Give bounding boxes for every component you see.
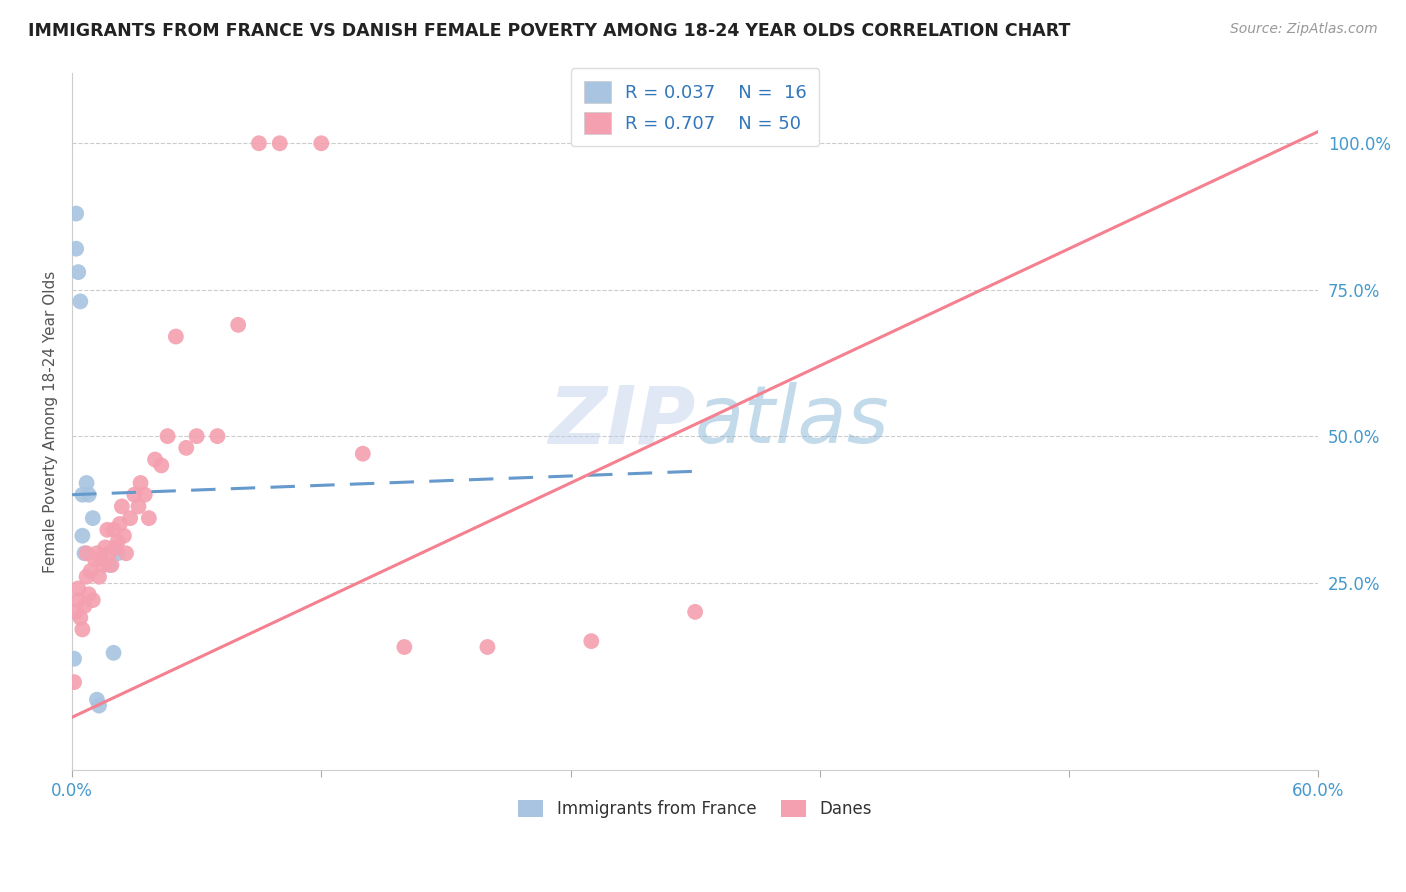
Point: [104, 541, 127, 555]
Point: [143, 452, 166, 467]
Point: [82, 511, 104, 525]
Point: [120, 511, 142, 525]
Point: [112, 529, 135, 543]
Text: atlas: atlas: [695, 383, 890, 460]
Legend: Immigrants from France, Danes: Immigrants from France, Danes: [512, 793, 879, 824]
Point: [226, 318, 249, 332]
Point: [207, 429, 229, 443]
Point: [90, 552, 112, 566]
Point: [72, 623, 94, 637]
Point: [581, 634, 603, 648]
Point: [247, 136, 270, 151]
Text: Source: ZipAtlas.com: Source: ZipAtlas.com: [1230, 22, 1378, 37]
Point: [269, 136, 291, 151]
Point: [683, 605, 706, 619]
Point: [67, 593, 90, 607]
Point: [94, 541, 117, 555]
Point: [77, 488, 100, 502]
Point: [73, 599, 96, 613]
Point: [107, 534, 129, 549]
Point: [394, 640, 416, 654]
Point: [86, 692, 108, 706]
Point: [91, 558, 114, 572]
Text: ZIP: ZIP: [548, 383, 695, 460]
Point: [77, 587, 100, 601]
Point: [87, 698, 110, 713]
Point: [72, 529, 94, 543]
Point: [352, 447, 374, 461]
Point: [82, 593, 104, 607]
Point: [63, 651, 86, 665]
Point: [107, 546, 129, 560]
Point: [309, 136, 332, 151]
Point: [129, 475, 152, 490]
Point: [103, 646, 125, 660]
Text: IMMIGRANTS FROM FRANCE VS DANISH FEMALE POVERTY AMONG 18-24 YEAR OLDS CORRELATIO: IMMIGRANTS FROM FRANCE VS DANISH FEMALE …: [28, 22, 1070, 40]
Y-axis label: Female Poverty Among 18-24 Year Olds: Female Poverty Among 18-24 Year Olds: [44, 270, 58, 573]
Point: [65, 605, 87, 619]
Point: [65, 242, 87, 256]
Point: [76, 570, 98, 584]
Point: [76, 546, 98, 560]
Point: [156, 429, 179, 443]
Point: [150, 458, 173, 473]
Point: [87, 570, 110, 584]
Point: [73, 546, 96, 560]
Point: [69, 610, 91, 624]
Point: [115, 546, 138, 560]
Point: [98, 558, 121, 572]
Point: [127, 500, 149, 514]
Point: [108, 516, 131, 531]
Point: [63, 675, 86, 690]
Point: [165, 329, 187, 343]
Point: [477, 640, 499, 654]
Point: [103, 523, 125, 537]
Point: [80, 564, 103, 578]
Point: [76, 475, 98, 490]
Point: [174, 441, 197, 455]
Point: [100, 558, 122, 572]
Point: [134, 488, 156, 502]
Point: [124, 488, 146, 502]
Point: [86, 546, 108, 560]
Point: [83, 552, 105, 566]
Point: [65, 206, 87, 220]
Point: [186, 429, 208, 443]
Point: [138, 511, 160, 525]
Point: [111, 500, 134, 514]
Point: [69, 294, 91, 309]
Point: [98, 546, 121, 560]
Point: [72, 488, 94, 502]
Point: [96, 523, 118, 537]
Point: [67, 582, 90, 596]
Point: [67, 265, 90, 279]
